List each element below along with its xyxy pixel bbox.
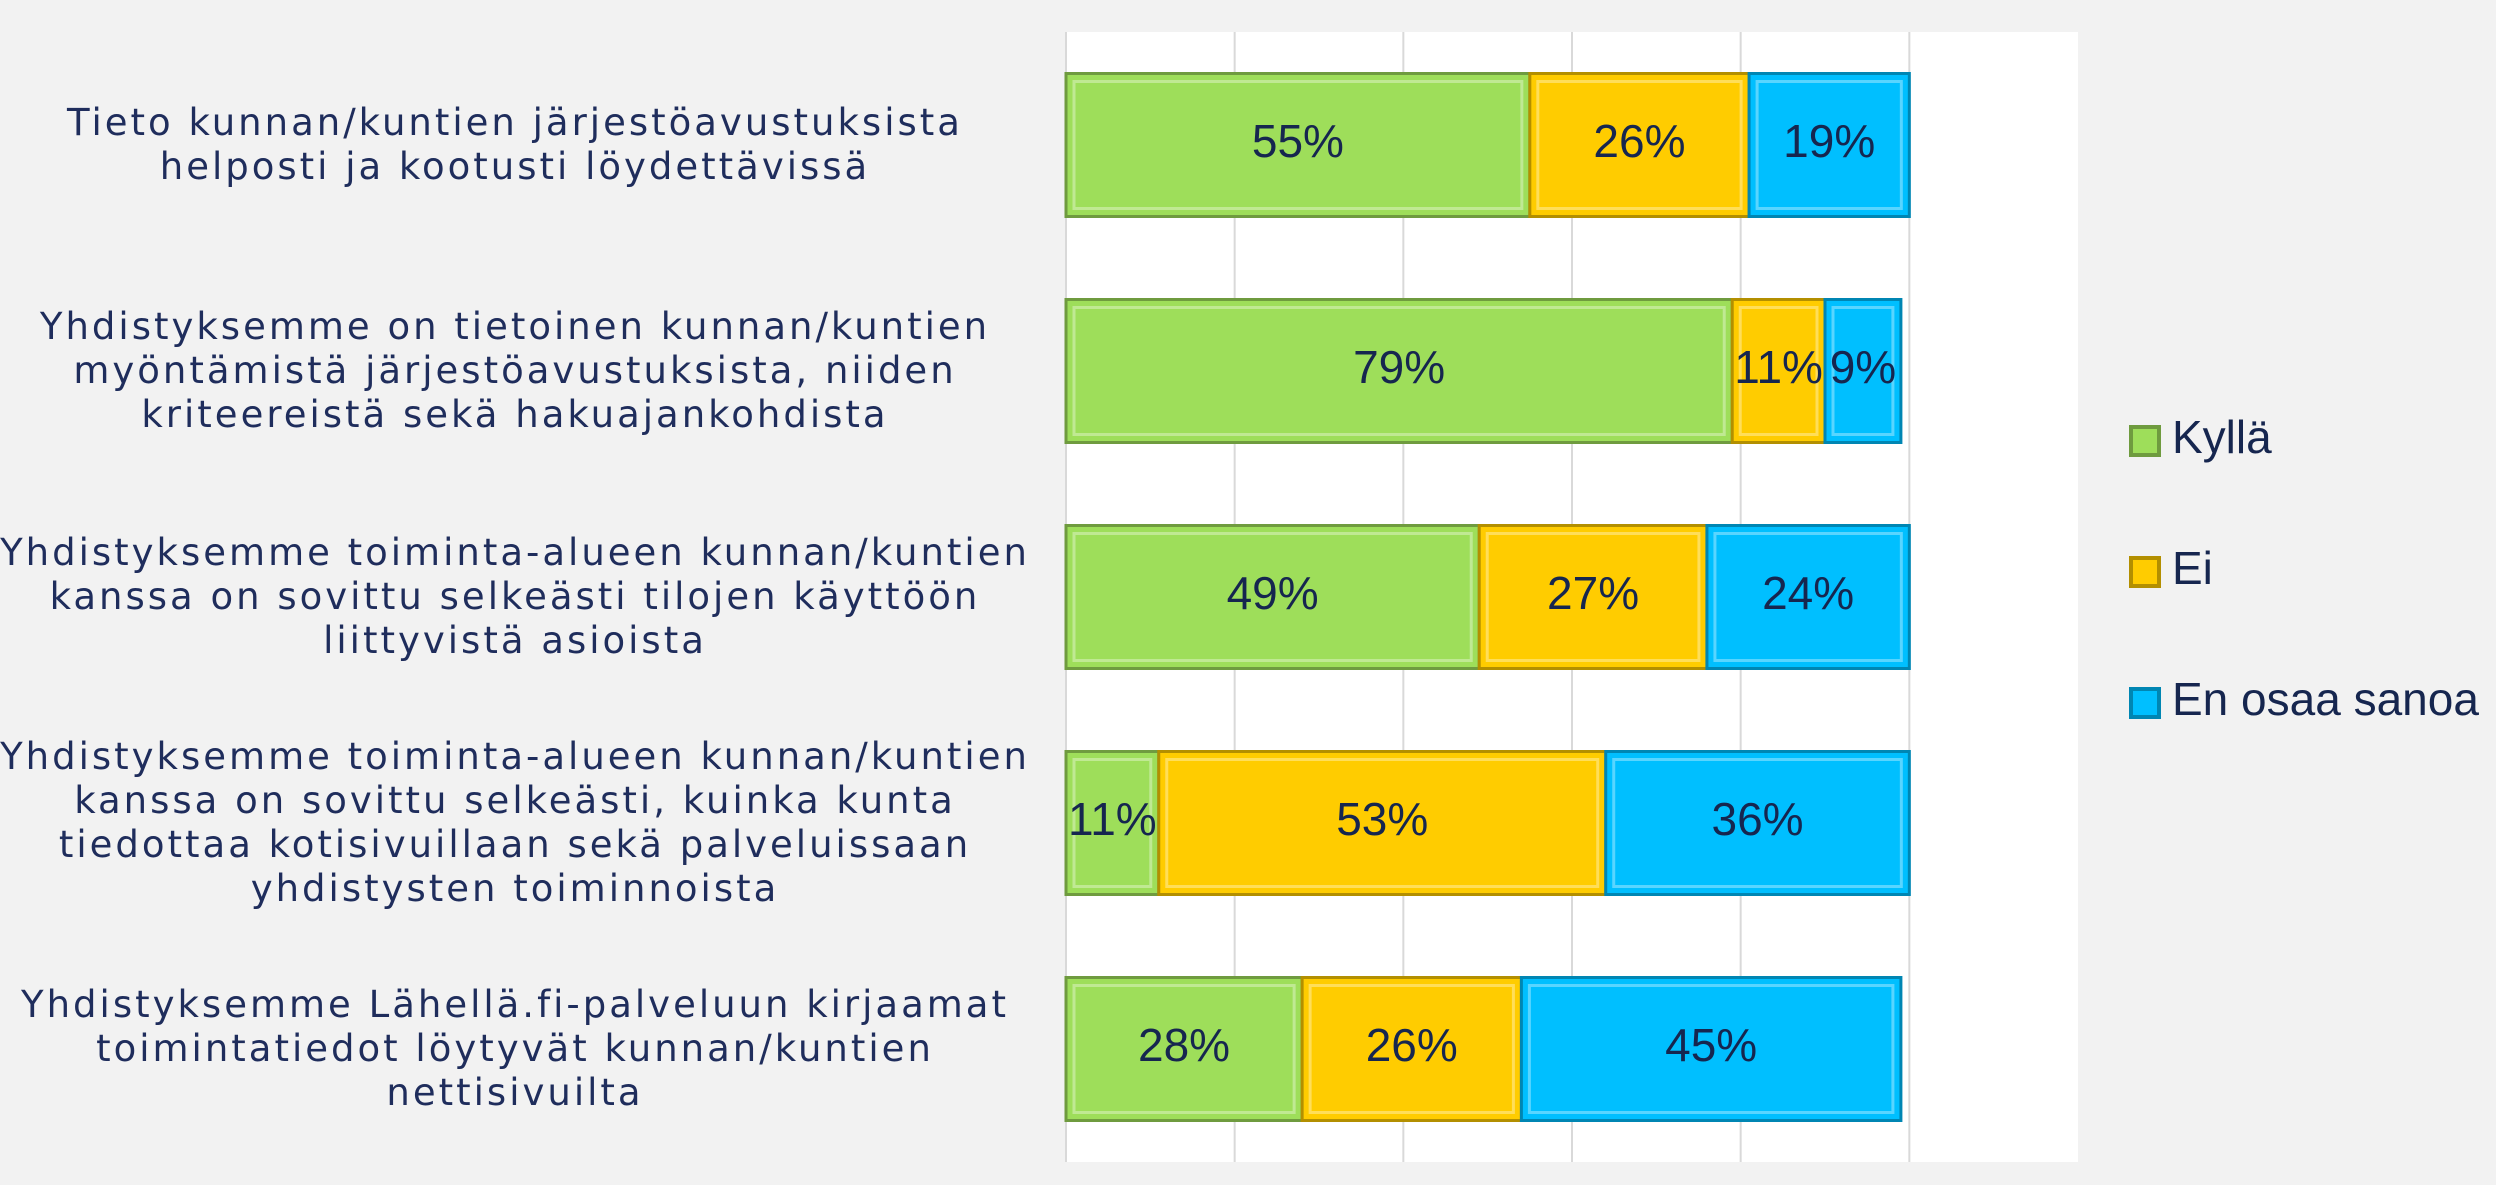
bar-bevel [1738,306,1819,436]
data-label: 11% [1068,793,1157,845]
bar-bevel [1072,80,1524,210]
legend-label: Ei [2172,542,2213,594]
bar-bevel [1527,984,1895,1114]
bar-segment [1705,524,1911,670]
bar-segment [1730,298,1827,444]
bar-segment [1064,298,1734,444]
data-label: 36% [1711,793,1803,845]
bar-segment [1823,298,1903,444]
data-label: 26% [1593,115,1685,167]
bar-segment [1477,524,1709,670]
bar-segment [1064,524,1481,670]
bar-segment [1064,976,1304,1122]
data-label: 19% [1783,115,1875,167]
bar-bevel [1308,984,1515,1114]
bar-segment [1528,72,1751,218]
bar-bevel [1165,758,1600,888]
bar-bevel [1072,758,1153,888]
bar-bevel [1072,532,1473,662]
data-label: 79% [1353,341,1445,393]
legend-swatch [2129,687,2161,719]
bar-bevel [1072,984,1296,1114]
data-label: 49% [1227,567,1319,619]
bar-bevel [1485,532,1701,662]
category-label: Yhdistyksemme toiminta-alueen kunnan/kun… [0,735,1030,910]
legend-swatch [2129,556,2161,588]
category-label: Yhdistyksemme toiminta-alueen kunnan/kun… [0,531,1030,662]
category-label: Yhdistyksemme Lähellä.fi-palveluun kirja… [21,983,1009,1114]
category-label: Tieto kunnan/kuntien järjestöavustuksist… [67,101,963,188]
bar-segment [1157,750,1608,896]
legend-swatch [2129,425,2161,457]
bar-bevel [1831,306,1895,436]
bar-segment [1064,750,1161,896]
legend-label: En osaa sanoa [2172,673,2479,725]
data-label: 28% [1138,1019,1230,1071]
bar-bevel [1536,80,1743,210]
bar-bevel [1612,758,1903,888]
data-label: 9% [1830,341,1896,393]
bar-segment [1300,976,1523,1122]
data-label: 24% [1762,567,1854,619]
data-label: 55% [1252,115,1344,167]
bar-bevel [1755,80,1903,210]
data-label: 26% [1366,1019,1458,1071]
category-label: Yhdistyksemme on tietoinen kunnan/kuntie… [39,305,991,436]
data-label: 27% [1547,567,1639,619]
bar-segment [1747,72,1911,218]
bar-bevel [1072,306,1726,436]
bar-segment [1604,750,1911,896]
bar-segment [1519,976,1903,1122]
data-label: 45% [1665,1019,1757,1071]
data-label: 53% [1336,793,1428,845]
legend-label: Kyllä [2172,411,2272,463]
bar-bevel [1713,532,1903,662]
data-label: 11% [1734,341,1823,393]
